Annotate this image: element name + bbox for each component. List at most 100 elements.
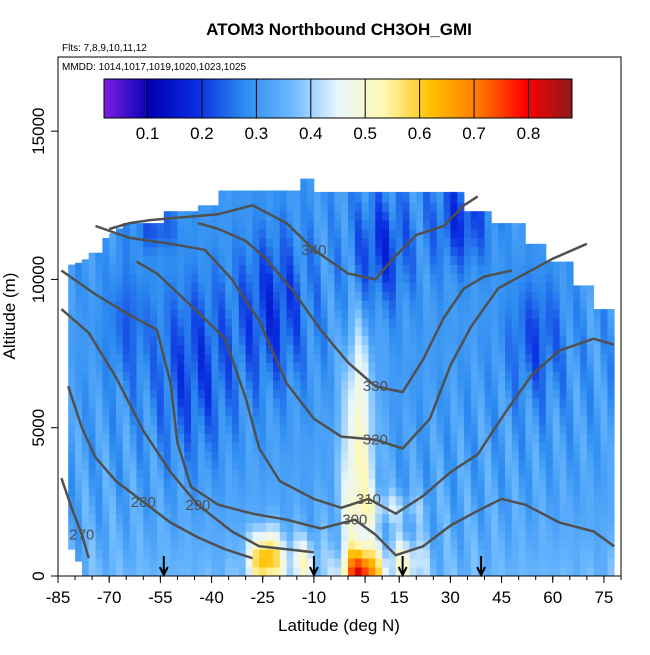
chart-title: ATOM3 Northbound CH3OH_GMI	[206, 20, 472, 39]
heatmap-cell	[218, 300, 226, 310]
heatmap-cell	[238, 335, 246, 346]
heatmap-cell	[334, 540, 342, 550]
heatmap-cell	[204, 237, 212, 248]
heatmap-cell	[375, 487, 383, 497]
heatmap-cell	[573, 389, 581, 399]
heatmap-cell	[245, 504, 253, 515]
heatmap-cell	[81, 522, 90, 532]
heatmap-cell	[389, 549, 397, 559]
heatmap-cell	[157, 300, 165, 310]
heatmap-cell	[429, 433, 438, 443]
heatmap-cell	[266, 344, 274, 354]
heatmap-cell	[75, 365, 83, 375]
heatmap-cell	[313, 229, 322, 239]
heatmap-cell	[566, 549, 574, 559]
heatmap-cell	[129, 424, 137, 434]
heatmap-cell	[573, 558, 581, 568]
heatmap-cell	[191, 335, 199, 346]
heatmap-cell	[361, 220, 369, 230]
heatmap-cell	[573, 335, 581, 346]
heatmap-cell	[225, 487, 233, 497]
heatmap-cell	[245, 433, 253, 443]
heatmap-cell	[539, 442, 547, 452]
heatmap-cell	[375, 495, 383, 506]
heatmap-cell	[136, 540, 144, 550]
heatmap-cell	[238, 309, 246, 319]
heatmap-cell	[443, 353, 451, 363]
heatmap-cell	[341, 191, 349, 194]
heatmap-cell	[484, 237, 492, 248]
heatmap-cell	[382, 531, 390, 541]
heatmap-cell	[327, 273, 335, 283]
heatmap-cell	[245, 229, 253, 239]
heatmap-cell	[279, 255, 287, 265]
heatmap-cell	[354, 255, 363, 265]
heatmap-cell	[443, 424, 451, 434]
heatmap-cell	[470, 220, 479, 230]
heatmap-cell	[573, 318, 581, 328]
heatmap-cell	[409, 335, 417, 346]
heatmap-cell	[109, 540, 117, 550]
heatmap-cell	[279, 229, 287, 239]
heatmap-cell	[197, 362, 206, 372]
heatmap-cell	[586, 353, 595, 363]
heatmap-cell	[580, 398, 588, 408]
heatmap-cell	[122, 223, 130, 230]
heatmap-cell	[368, 442, 376, 452]
heatmap-cell	[361, 442, 369, 452]
heatmap-cell	[409, 389, 417, 399]
heatmap-cell	[136, 558, 144, 568]
heatmap-cell	[184, 229, 192, 239]
heatmap-cell	[273, 380, 281, 390]
heatmap-cell	[395, 415, 403, 426]
heatmap-cell	[197, 264, 206, 274]
heatmap-cell	[539, 424, 547, 434]
heatmap-cell	[218, 229, 226, 239]
heatmap-cell	[395, 424, 403, 434]
heatmap-cell	[238, 273, 246, 283]
heatmap-cell	[266, 190, 274, 194]
heatmap-cell	[354, 191, 363, 194]
heatmap-cell	[286, 567, 294, 577]
heatmap-cell	[75, 374, 83, 384]
heatmap-cell	[88, 451, 96, 461]
heatmap-cell	[170, 549, 178, 559]
heatmap-cell	[389, 318, 397, 328]
heatmap-cell	[116, 531, 124, 541]
heatmap-cell	[102, 335, 110, 346]
heatmap-cell	[232, 211, 240, 221]
heatmap-cell	[273, 326, 281, 337]
heatmap-cell	[382, 487, 390, 497]
heatmap-cell	[566, 300, 574, 310]
heatmap-cell	[320, 335, 328, 346]
heatmap-cell	[225, 335, 233, 346]
heatmap-cell	[525, 273, 533, 283]
heatmap-cell	[88, 318, 96, 328]
heatmap-cell	[395, 309, 403, 319]
heatmap-cell	[607, 487, 615, 497]
heatmap-cell	[129, 237, 137, 248]
heatmap-cell	[327, 504, 335, 515]
heatmap-cell	[389, 415, 397, 426]
heatmap-cell	[491, 371, 499, 381]
heatmap-cell	[354, 291, 363, 301]
heatmap-cell	[75, 498, 83, 509]
heatmap-cell	[361, 191, 369, 194]
heatmap-cell	[300, 549, 308, 559]
x-tick-label: 5	[360, 588, 369, 607]
heatmap-cell	[307, 335, 315, 346]
heatmap-cell	[545, 549, 554, 559]
heatmap-cell	[327, 202, 335, 212]
heatmap-cell	[389, 398, 397, 408]
heatmap-cell	[525, 540, 533, 550]
heatmap-cell	[600, 540, 608, 550]
heatmap-cell	[122, 407, 130, 417]
heatmap-cell	[573, 460, 581, 470]
heatmap-cell	[225, 433, 233, 443]
heatmap-cell	[170, 389, 178, 399]
heatmap-cell	[416, 264, 424, 274]
x-tick-label: -55	[148, 588, 173, 607]
heatmap-cell	[450, 273, 458, 283]
heatmap-cell	[375, 389, 383, 399]
heatmap-cell	[498, 255, 506, 265]
